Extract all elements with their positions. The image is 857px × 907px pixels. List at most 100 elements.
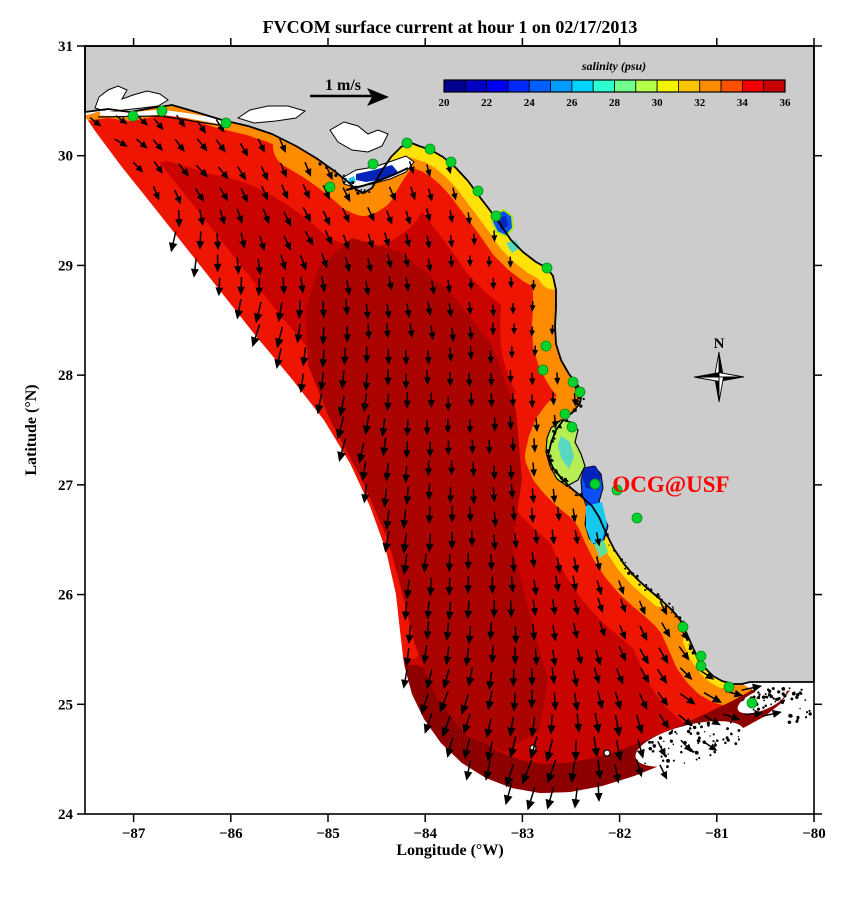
current-vector-head xyxy=(155,165,163,174)
islet-speck xyxy=(756,707,761,711)
islet-speck xyxy=(752,695,756,699)
current-vector-head xyxy=(403,657,412,667)
current-vector-head xyxy=(319,309,328,319)
current-vector-head xyxy=(386,282,394,291)
islet-speck xyxy=(767,689,772,693)
current-vector-head xyxy=(298,285,306,294)
coast-speck xyxy=(579,404,583,408)
current-vector-head xyxy=(507,375,514,384)
current-vector-head xyxy=(635,767,644,778)
current-vector-head xyxy=(425,515,434,525)
islet-speck xyxy=(783,699,786,702)
tampa-bay-cyan-streak xyxy=(558,436,574,469)
current-vector-head xyxy=(572,607,580,616)
colorbar-cell xyxy=(571,79,594,93)
current-vector-head xyxy=(571,398,579,407)
current-vector-head xyxy=(135,164,144,173)
islet-speck xyxy=(741,699,744,702)
islet-speck xyxy=(764,695,768,699)
coast-speck xyxy=(548,455,552,458)
current-vector-head xyxy=(528,515,536,524)
islet-speck xyxy=(651,749,655,753)
coast-speck xyxy=(566,479,569,483)
current-vector-head xyxy=(491,235,498,243)
current-vector-head xyxy=(617,586,625,595)
current-vector-head xyxy=(711,717,721,726)
islet-speck xyxy=(777,690,781,694)
current-vector-head xyxy=(445,285,453,294)
current-vector-head xyxy=(319,359,328,368)
current-vector-head xyxy=(255,287,264,297)
figure-title: FVCOM surface current at hour 1 on 02/17… xyxy=(263,17,638,37)
current-vector-head xyxy=(241,148,249,157)
station-dot xyxy=(541,262,553,274)
current-vector-head xyxy=(529,330,536,337)
current-vector-head xyxy=(447,354,454,362)
current-vector-head xyxy=(428,332,436,341)
current-vector-head xyxy=(140,118,148,126)
current-vector-head xyxy=(594,656,602,666)
current-vector-head xyxy=(449,334,456,343)
y-tick-label: 31 xyxy=(58,39,73,55)
colorbar-cell xyxy=(528,79,551,93)
current-vector-head xyxy=(198,125,207,134)
islet-speck xyxy=(804,716,808,719)
islet-speck xyxy=(788,687,791,690)
islet-speck xyxy=(703,730,706,733)
coast-speck xyxy=(668,602,671,605)
current-vector-head xyxy=(508,490,516,499)
current-vector-head xyxy=(344,263,351,273)
current-vector-head xyxy=(420,704,429,715)
current-vector-head xyxy=(443,632,452,642)
islet-speck xyxy=(799,707,801,710)
current-vector-head xyxy=(139,141,148,149)
charlotte-harbor-cyan xyxy=(586,502,607,544)
station-dot xyxy=(723,681,735,693)
current-vector-head xyxy=(295,310,304,319)
current-vector-head xyxy=(531,444,538,453)
current-vector-head xyxy=(404,310,412,319)
current-vector-head xyxy=(445,747,454,758)
plot-frame: −87 −86 −85 −84 −83 −82 −81 −80 31 30 29 28 27 26 25 24 xyxy=(58,38,826,842)
current-vector-head xyxy=(465,217,473,225)
current-vector-head xyxy=(274,358,283,369)
islet-speck xyxy=(800,688,803,691)
current-vector-head xyxy=(614,751,623,762)
current-vector-head xyxy=(509,399,517,407)
current-vector-head xyxy=(532,657,540,666)
station-dot xyxy=(540,340,552,352)
station-dot xyxy=(611,484,623,496)
current-vector-head xyxy=(571,678,580,688)
coast-speck xyxy=(608,544,610,546)
current-vector-head xyxy=(508,747,518,759)
islet-speck xyxy=(805,711,809,714)
scale-arrow-head xyxy=(367,88,389,106)
islet-speck xyxy=(737,736,740,738)
current-vector-head xyxy=(363,311,371,320)
current-vector-head xyxy=(686,696,696,705)
station-dot xyxy=(567,376,579,388)
colorbar-cell xyxy=(720,79,743,93)
current-vector-head xyxy=(490,282,497,290)
current-vector-head xyxy=(483,770,492,781)
current-vector-head xyxy=(315,404,324,415)
current-vector-head xyxy=(325,236,333,246)
y-tick-label: 30 xyxy=(58,149,73,165)
current-vector-head xyxy=(570,514,578,523)
current-vector-head xyxy=(337,406,347,417)
coast-speck xyxy=(565,419,569,423)
coast-speck xyxy=(551,459,554,462)
islet-speck xyxy=(691,750,695,753)
current-vector-head xyxy=(466,307,474,316)
current-vector-head xyxy=(213,263,222,273)
current-vector-head xyxy=(530,632,538,641)
x-tick-label: −84 xyxy=(413,826,437,842)
islet-speck xyxy=(692,725,697,730)
current-vector-head xyxy=(468,538,476,547)
current-vector-head xyxy=(528,677,536,687)
current-vector-head xyxy=(595,586,603,596)
current-vector-head xyxy=(275,337,284,349)
station-dot xyxy=(574,386,586,398)
current-vector-head xyxy=(487,378,495,387)
current-vector-head xyxy=(401,679,410,689)
